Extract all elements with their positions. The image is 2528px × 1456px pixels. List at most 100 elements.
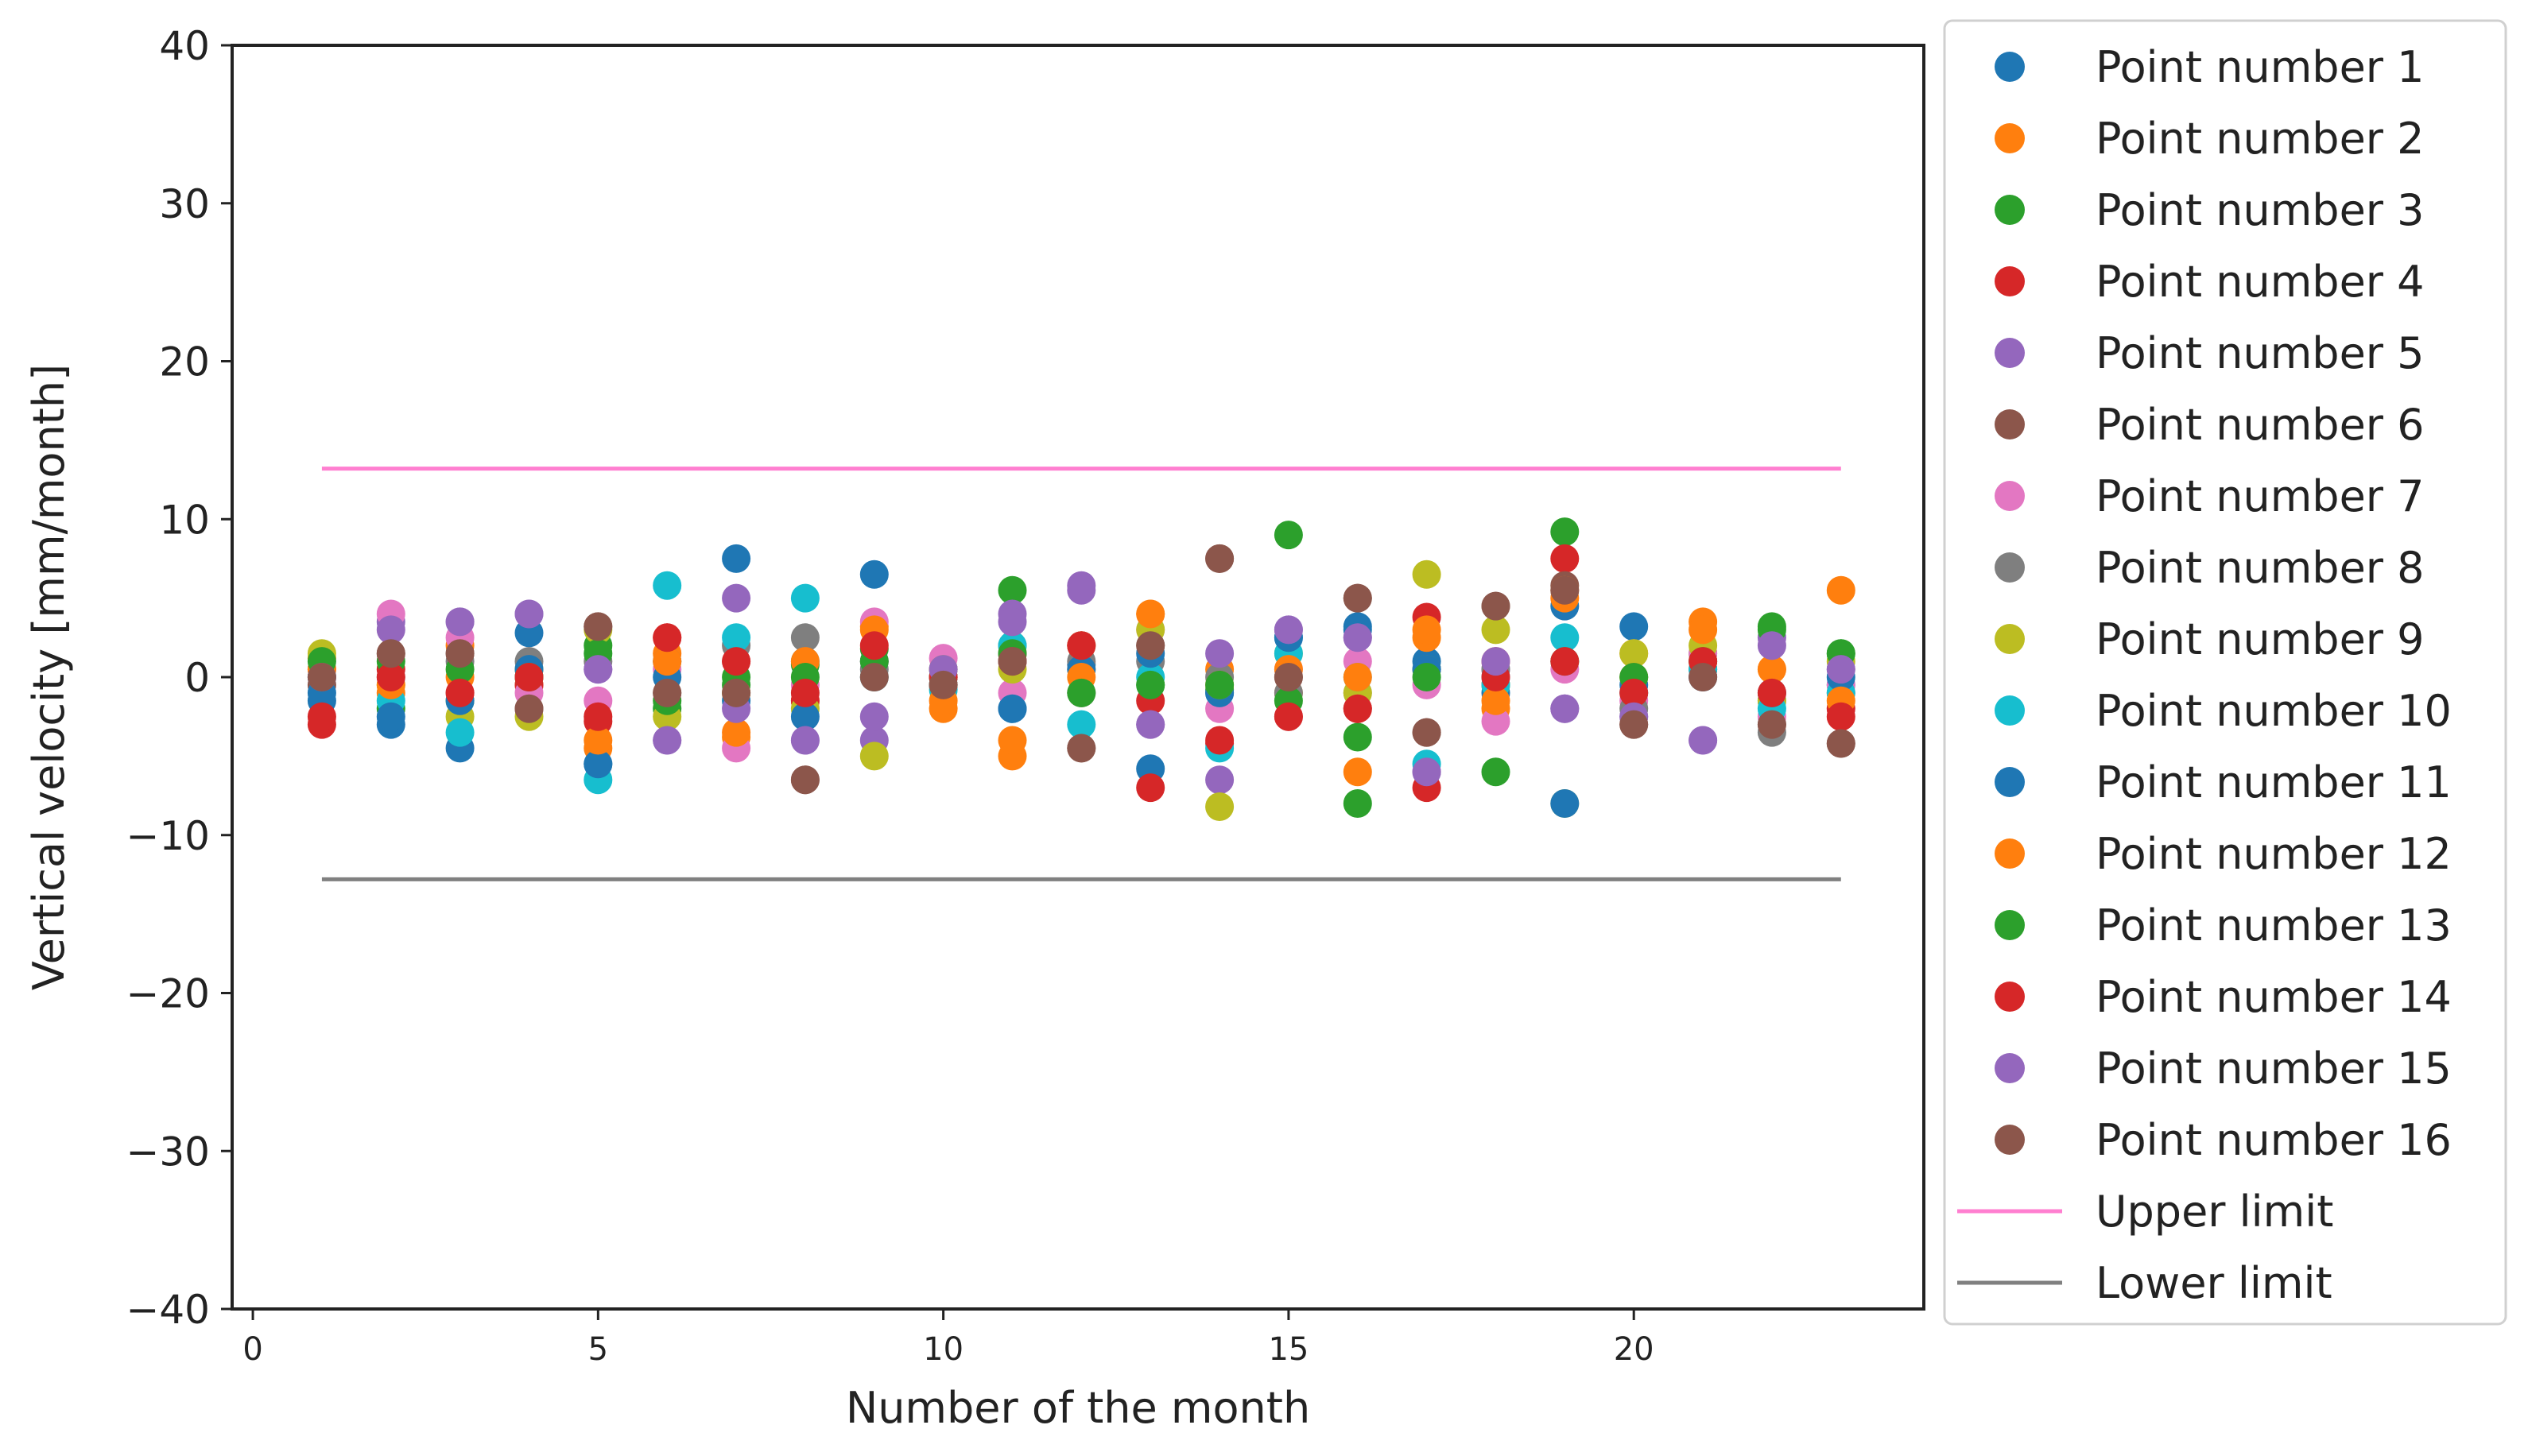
- data-point: [514, 663, 544, 691]
- data-point: [1067, 631, 1096, 660]
- data-point: [1412, 663, 1441, 691]
- data-point: [514, 599, 544, 629]
- data-point: [1481, 686, 1510, 715]
- data-point: [1136, 631, 1165, 660]
- legend-label: Point number 7: [2096, 471, 2425, 521]
- data-point: [1205, 544, 1235, 573]
- data-point: [653, 678, 682, 707]
- data-point: [722, 623, 751, 652]
- legend-label: Point number 15: [2096, 1044, 2452, 1094]
- data-point: [1757, 678, 1786, 707]
- data-point: [1619, 678, 1649, 707]
- data-point: [722, 647, 751, 676]
- data-point: [929, 670, 958, 699]
- data-point: [998, 726, 1027, 755]
- legend-marker: [1995, 695, 2025, 726]
- x-tick-label: 0: [242, 1331, 262, 1368]
- legend-item-point-number-4: Point number 4: [1995, 257, 2425, 307]
- data-point: [1412, 560, 1441, 589]
- legend-item-point-number-16: Point number 16: [1995, 1115, 2452, 1165]
- legend-label: Point number 4: [2096, 257, 2425, 307]
- legend-item-point-number-7: Point number 7: [1995, 471, 2425, 521]
- data-point: [790, 726, 820, 755]
- data-point: [1481, 615, 1510, 645]
- legend-item-point-number-14: Point number 14: [1995, 972, 2452, 1022]
- legend-item-point-number-9: Point number 9: [1995, 614, 2425, 664]
- data-point: [653, 647, 682, 676]
- data-point: [722, 583, 751, 613]
- data-point: [790, 702, 820, 731]
- data-point: [1067, 575, 1096, 605]
- data-point: [376, 663, 405, 691]
- legend-label: Point number 11: [2096, 757, 2452, 807]
- legend: Point number 1 Point number 2 Point number…: [1943, 19, 2507, 1326]
- data-point: [1826, 655, 1855, 684]
- legend-item-point-number-8: Point number 8: [1995, 543, 2425, 593]
- data-point: [1136, 670, 1165, 699]
- legend-label: Point number 8: [2096, 543, 2425, 593]
- data-point: [584, 655, 613, 684]
- legend-marker: [1995, 767, 2025, 797]
- legend-marker: [1995, 838, 2025, 869]
- legend-label: Point number 13: [2096, 900, 2452, 951]
- data-point: [1550, 647, 1580, 676]
- legend-label: Point number 3: [2096, 185, 2425, 235]
- x-tick-label: 20: [1614, 1331, 1654, 1368]
- data-point: [1205, 792, 1235, 821]
- y-tick-label: −40: [126, 1287, 210, 1333]
- data-point: [1481, 707, 1510, 736]
- data-point: [1619, 612, 1649, 641]
- data-point: [584, 749, 613, 779]
- data-point: [722, 678, 751, 707]
- data-point: [1343, 623, 1372, 652]
- legend-label: Point number 9: [2096, 614, 2425, 664]
- data-point: [1067, 710, 1096, 739]
- data-point: [445, 639, 475, 668]
- data-point: [584, 612, 613, 641]
- data-point: [1205, 639, 1235, 668]
- legend-label: Point number 6: [2096, 400, 2425, 450]
- data-point: [445, 607, 475, 637]
- data-point: [1274, 663, 1303, 691]
- y-tick-label: 10: [159, 497, 210, 543]
- data-point: [1343, 694, 1372, 723]
- data-point: [1412, 757, 1441, 787]
- legend-item-point-number-13: Point number 13: [1995, 900, 2452, 951]
- data-point: [859, 631, 889, 660]
- x-axis: 0 5 10 15 20: [242, 1309, 1654, 1368]
- legend-item-lower-limit: Lower limit: [1957, 1258, 2332, 1308]
- legend-marker: [1995, 1125, 2025, 1155]
- data-point: [1067, 734, 1096, 763]
- data-point: [998, 575, 1027, 605]
- data-point: [1619, 639, 1649, 668]
- y-tick-label: 20: [159, 339, 210, 385]
- legend-item-point-number-15: Point number 15: [1995, 1044, 2452, 1094]
- data-point: [1136, 599, 1165, 629]
- data-point: [1550, 623, 1580, 652]
- data-point: [376, 615, 405, 645]
- legend-item-point-number-11: Point number 11: [1995, 757, 2452, 807]
- data-point: [1757, 631, 1786, 660]
- data-point: [1343, 789, 1372, 818]
- data-point: [307, 663, 336, 691]
- x-tick-label: 5: [588, 1331, 608, 1368]
- data-point: [790, 678, 820, 707]
- data-point: [1343, 757, 1372, 787]
- data-point: [859, 663, 889, 691]
- y-tick-label: 30: [159, 181, 210, 227]
- legend-item-point-number-5: Point number 5: [1995, 328, 2425, 378]
- legend-marker: [1995, 195, 2025, 225]
- data-point: [1136, 710, 1165, 739]
- legend-marker: [1995, 624, 2025, 654]
- x-tick-label: 15: [1268, 1331, 1309, 1368]
- data-point: [1826, 575, 1855, 605]
- data-point: [1619, 710, 1649, 739]
- data-point: [722, 544, 751, 573]
- data-point: [1412, 718, 1441, 747]
- legend-marker: [1995, 1053, 2025, 1083]
- data-point: [584, 726, 613, 755]
- legend-marker: [1995, 52, 2025, 82]
- y-tick-label: 40: [159, 23, 210, 69]
- legend-label: Point number 10: [2096, 686, 2452, 736]
- legend-label: Lower limit: [2096, 1258, 2332, 1308]
